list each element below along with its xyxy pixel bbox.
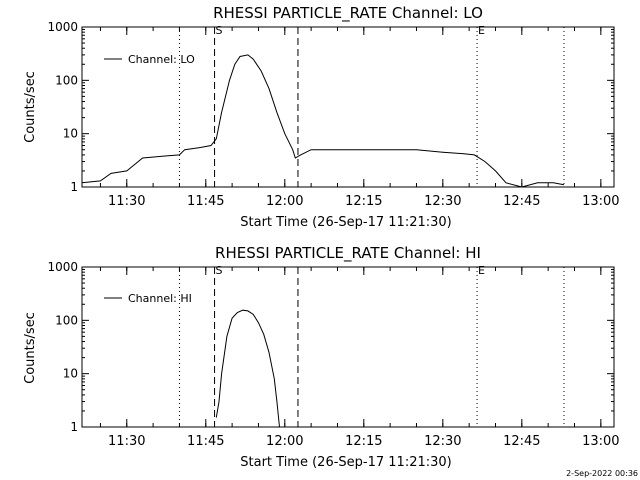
chart-panel-lo: RHESSI PARTICLE_RATE Channel: LO Counts/… [23, 4, 620, 230]
marker-label-lo: S [216, 24, 223, 37]
x-tick-label-lo: 11:30 [108, 194, 145, 209]
x-tick-label-hi: 11:45 [187, 434, 224, 449]
series-line-hi [215, 309, 280, 428]
y-tick-label-lo: 100 [55, 73, 78, 87]
y-tick-label-hi: 1000 [47, 260, 78, 274]
series-line-lo [81, 54, 565, 188]
y-tick-label-hi: 1 [70, 420, 78, 434]
y-tick-label-hi: 10 [63, 367, 78, 381]
chart-title-lo: RHESSI PARTICLE_RATE Channel: LO [213, 4, 483, 23]
x-tick-label-lo: 12:30 [424, 194, 461, 209]
x-axis-label-hi: Start Time (26-Sep-17 11:21:30) [240, 455, 451, 470]
y-axis-label-lo: Counts/sec [23, 71, 38, 143]
x-tick-label-lo: 12:45 [503, 194, 540, 209]
x-tick-label-lo: 11:45 [187, 194, 224, 209]
legend-label-hi: Channel: HI [128, 292, 192, 305]
x-tick-label-hi: 11:30 [108, 434, 145, 449]
marker-label-hi: E [478, 264, 485, 277]
legend-label-lo: Channel: LO [128, 53, 195, 66]
y-tick-label-lo: 1000 [47, 20, 78, 34]
plot-frame-lo [81, 26, 615, 188]
chart-title-hi: RHESSI PARTICLE_RATE Channel: HI [215, 244, 481, 263]
x-tick-label-lo: 12:15 [345, 194, 382, 209]
y-tick-label-lo: 10 [63, 127, 78, 141]
marker-label-hi: S [216, 264, 223, 277]
x-tick-label-lo: 12:00 [266, 194, 303, 209]
y-tick-label-lo: 1 [70, 180, 78, 194]
marker-label-lo: E [478, 24, 485, 37]
x-tick-label-hi: 12:15 [345, 434, 382, 449]
x-tick-label-lo: 13:00 [582, 194, 619, 209]
plot-frame-hi [81, 266, 615, 428]
x-axis-label-lo: Start Time (26-Sep-17 11:21:30) [240, 215, 451, 230]
chart-panel-hi: RHESSI PARTICLE_RATE Channel: HI Counts/… [23, 244, 620, 470]
footer-timestamp: 2-Sep-2022 00:36 [566, 469, 638, 478]
x-tick-label-hi: 13:00 [582, 434, 619, 449]
x-tick-label-hi: 12:00 [266, 434, 303, 449]
y-tick-label-hi: 100 [55, 313, 78, 327]
y-axis-label-hi: Counts/sec [23, 312, 38, 384]
x-tick-label-hi: 12:45 [503, 434, 540, 449]
x-tick-label-hi: 12:30 [424, 434, 461, 449]
